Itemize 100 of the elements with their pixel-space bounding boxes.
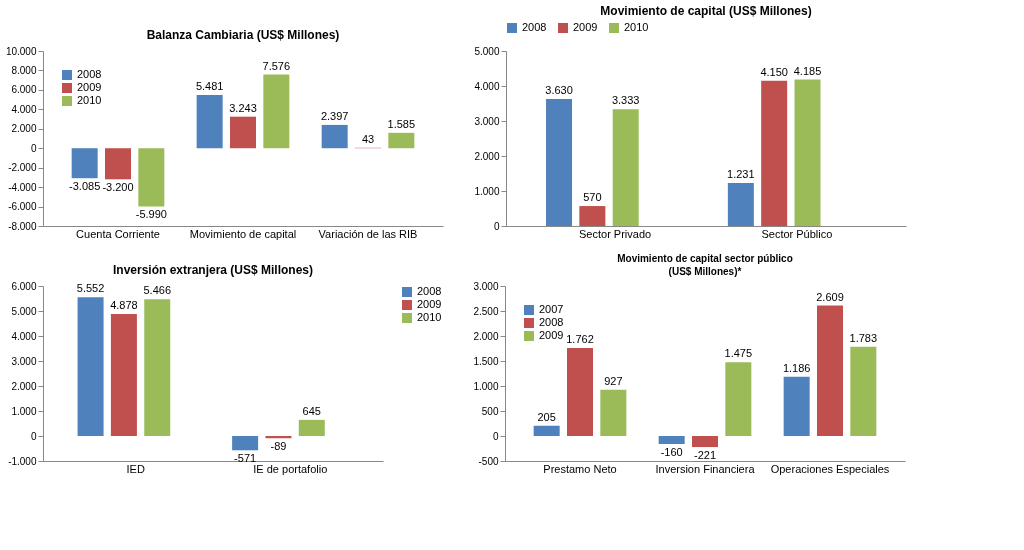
bar	[105, 148, 131, 180]
y-tick-label: 3.000	[11, 355, 37, 367]
x-tick-label: IED	[126, 462, 145, 475]
data-label: 4.878	[110, 299, 138, 312]
bar	[265, 436, 292, 439]
data-label: 4.185	[793, 64, 822, 77]
chart-title: Movimiento de capital sector público	[617, 253, 793, 264]
bar	[298, 419, 325, 436]
y-tick-label: -6.000	[8, 201, 37, 213]
data-label: -571	[234, 452, 257, 465]
y-tick-label: 2.000	[11, 380, 37, 392]
data-label: -221	[693, 449, 717, 462]
data-label: 205	[537, 410, 556, 423]
legend-label: 2007	[539, 303, 564, 315]
data-label: -3.085	[69, 180, 101, 193]
bar	[692, 436, 718, 448]
data-label: 2.397	[320, 109, 349, 122]
legend-label: 2010	[77, 94, 102, 106]
y-tick-label: 2.000	[11, 123, 37, 135]
y-tick-label: 5.000	[474, 45, 500, 57]
bar	[727, 182, 754, 226]
x-tick-label: IE de portafolio	[253, 462, 328, 475]
bar	[71, 148, 98, 179]
data-label: 3.333	[611, 94, 640, 107]
bar	[725, 362, 752, 436]
y-tick-label: 1.500	[473, 355, 499, 367]
bar	[321, 124, 348, 149]
y-tick-label: -2.000	[8, 162, 37, 174]
y-tick-label: 3.000	[473, 280, 499, 292]
y-tick-label: 3.000	[474, 115, 500, 127]
legend-label: 2010	[624, 21, 649, 33]
data-label: 1.762	[566, 332, 594, 345]
bar	[533, 425, 560, 436]
y-tick-label: 2.000	[474, 150, 500, 162]
legend-label: 2010	[417, 311, 442, 323]
legend-label: 2008	[77, 68, 102, 80]
bar	[783, 376, 810, 436]
x-tick-label: Operaciones Especiales	[770, 462, 890, 475]
data-label: 4.150	[760, 65, 788, 78]
x-tick-label: Prestamo Neto	[543, 462, 617, 475]
chart-subtitle: (US$ Millones)*	[668, 266, 742, 277]
y-tick-label: 0	[493, 220, 500, 232]
bar	[110, 314, 137, 436]
legend-label: 2008	[539, 316, 564, 328]
x-tick-label: Movimiento de capital	[189, 227, 297, 240]
chart-title: Balanza Cambiaria (US$ Millones)	[146, 28, 340, 42]
y-tick-label: -500	[478, 455, 499, 467]
legend-label: 2009	[573, 21, 598, 33]
bar	[138, 148, 165, 207]
data-label: 5.481	[195, 79, 224, 92]
bar	[658, 436, 685, 444]
bar	[546, 98, 573, 226]
y-tick-label: -4.000	[8, 181, 37, 193]
bar	[196, 94, 223, 149]
legend-label: 2009	[417, 298, 442, 310]
data-label: -89	[270, 440, 287, 453]
legend-label: 2008	[417, 285, 442, 297]
x-tick-label: Inversion Financiera	[655, 462, 756, 475]
x-tick-label: Cuenta Corriente	[76, 227, 160, 240]
data-label: 5.466	[143, 284, 172, 297]
data-label: 1.186	[782, 361, 811, 374]
bar	[388, 132, 415, 149]
y-tick-label: -8.000	[8, 220, 37, 232]
bar	[850, 346, 877, 436]
y-tick-label: 0	[492, 430, 499, 442]
y-tick-label: 1.000	[11, 405, 37, 417]
y-tick-label: 6.000	[11, 84, 37, 96]
bar	[579, 206, 606, 226]
y-tick-label: 1.000	[474, 185, 500, 197]
data-label: 927	[604, 374, 623, 387]
data-label: -3.200	[102, 181, 134, 194]
data-label: -160	[660, 446, 683, 458]
x-tick-label: Sector Privado	[579, 227, 652, 240]
data-label: 570	[583, 191, 602, 204]
y-tick-label: 8.000	[11, 64, 37, 76]
bar	[232, 436, 259, 451]
bar	[817, 305, 843, 436]
y-tick-label: -1.000	[8, 455, 37, 467]
data-label: 3.243	[229, 101, 257, 114]
y-tick-label: 5.000	[11, 305, 37, 317]
data-label: -5.990	[135, 208, 167, 221]
data-label: 1.475	[724, 347, 753, 360]
bar	[567, 347, 593, 436]
data-label: 1.783	[849, 331, 878, 344]
bar	[230, 116, 256, 149]
data-label: 1.585	[387, 117, 416, 130]
legend-label: 2009	[539, 329, 564, 341]
data-label: 43	[361, 132, 375, 145]
legend-label: 2009	[77, 81, 102, 93]
legend-label: 2008	[522, 21, 547, 33]
chart-title: Movimiento de capital (US$ Millones)	[600, 4, 812, 18]
y-tick-label: 6.000	[11, 280, 37, 292]
bar	[761, 80, 788, 226]
data-label: 3.630	[545, 83, 573, 96]
data-label: 7.576	[262, 59, 291, 72]
bar	[77, 297, 104, 436]
x-tick-label: Sector Público	[761, 227, 833, 240]
x-tick-label: Variación de las RIB	[318, 227, 418, 240]
bar	[600, 389, 627, 436]
y-tick-label: 2.500	[473, 305, 499, 317]
